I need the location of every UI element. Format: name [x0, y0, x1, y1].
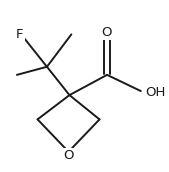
Text: F: F — [16, 28, 23, 41]
Text: O: O — [63, 149, 74, 162]
Text: O: O — [101, 26, 112, 39]
Text: OH: OH — [146, 86, 166, 99]
